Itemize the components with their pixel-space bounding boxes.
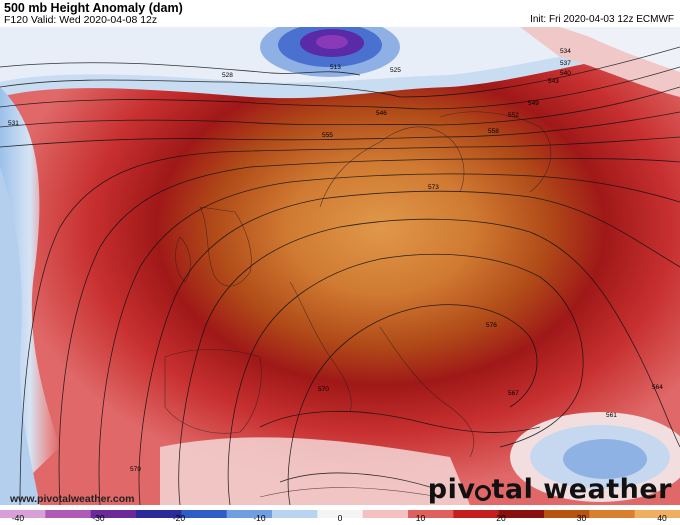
contour-label: 555 (322, 132, 333, 139)
colorbar-swatch (317, 510, 364, 518)
contour-label: 579 (130, 466, 141, 473)
brand-text-left: piv (427, 474, 476, 505)
colorbar-swatch (272, 510, 318, 518)
contour-label: 564 (652, 384, 663, 391)
contour-label: 561 (606, 412, 617, 419)
colorbar-swatch (45, 510, 92, 518)
colorbar-swatch (498, 510, 545, 518)
colorbar-swatch (226, 510, 273, 518)
colorbar-tick-label: -10 (253, 513, 266, 523)
colorbar-ticks: -40 -30 -20 -10 0 10 20 30 40 (0, 513, 680, 525)
contour-label: 576 (486, 322, 497, 329)
colorbar-gradient (0, 510, 680, 518)
colorbar-swatch (181, 510, 228, 518)
contour-label: 540 (560, 70, 571, 77)
contour-label: 558 (488, 128, 499, 135)
brand-text-right: tal weather (491, 474, 672, 505)
contour-label: 531 (8, 120, 19, 127)
colorbar-tick-label: 30 (576, 513, 587, 523)
colorbar-swatch (90, 510, 137, 518)
height-anomaly-map: 513 525 528 531 534 537 540 543 546 549 … (0, 27, 680, 505)
contour-label: 567 (508, 390, 519, 397)
colorbar-tick-label: 40 (657, 513, 667, 523)
colorbar-tick-label: -30 (92, 513, 105, 523)
colorbar-swatch (453, 510, 500, 518)
map-header: 500 mb Height Anomaly (dam) F120 Valid: … (0, 0, 680, 27)
contour-label: 534 (560, 48, 571, 55)
contour-label: 528 (222, 72, 233, 79)
contour-label: 543 (548, 78, 559, 85)
colorbar-swatch (362, 510, 409, 518)
contour-label: 549 (528, 100, 539, 107)
colorbar-swatch (408, 510, 454, 518)
contour-label: 573 (428, 184, 439, 191)
colorbar-tick-label: 20 (496, 513, 506, 523)
colorbar-tick-label: 0 (337, 513, 343, 523)
colorbar-swatch (0, 510, 46, 518)
colorbar-swatch (544, 510, 590, 518)
colorbar (0, 505, 680, 518)
colorbar-tick-label: -40 (11, 513, 25, 523)
contour-label: 537 (560, 60, 571, 67)
colorbar-swatch (589, 510, 636, 518)
contour-label: 570 (318, 386, 329, 393)
colorbar-swatch (136, 510, 182, 518)
contour-label: 546 (376, 110, 387, 117)
colorbar-swatch (634, 510, 680, 518)
colorbar-tick-label: 10 (415, 513, 426, 523)
map-title: 500 mb Height Anomaly (dam) (4, 1, 183, 15)
brand-logo: piv tal weather (428, 474, 672, 505)
init-time: Init: Fri 2020-04-03 12z ECMWF (530, 14, 674, 25)
website-watermark: www.pivotalweather.com (10, 493, 135, 505)
contour-label: 513 (330, 64, 341, 71)
contour-label: 552 (508, 112, 519, 119)
brand-o-icon (475, 485, 492, 501)
colorbar-tick-label: -20 (172, 513, 186, 523)
contour-label: 525 (390, 67, 401, 74)
valid-time: F120 Valid: Wed 2020-04-08 12z (4, 14, 158, 26)
